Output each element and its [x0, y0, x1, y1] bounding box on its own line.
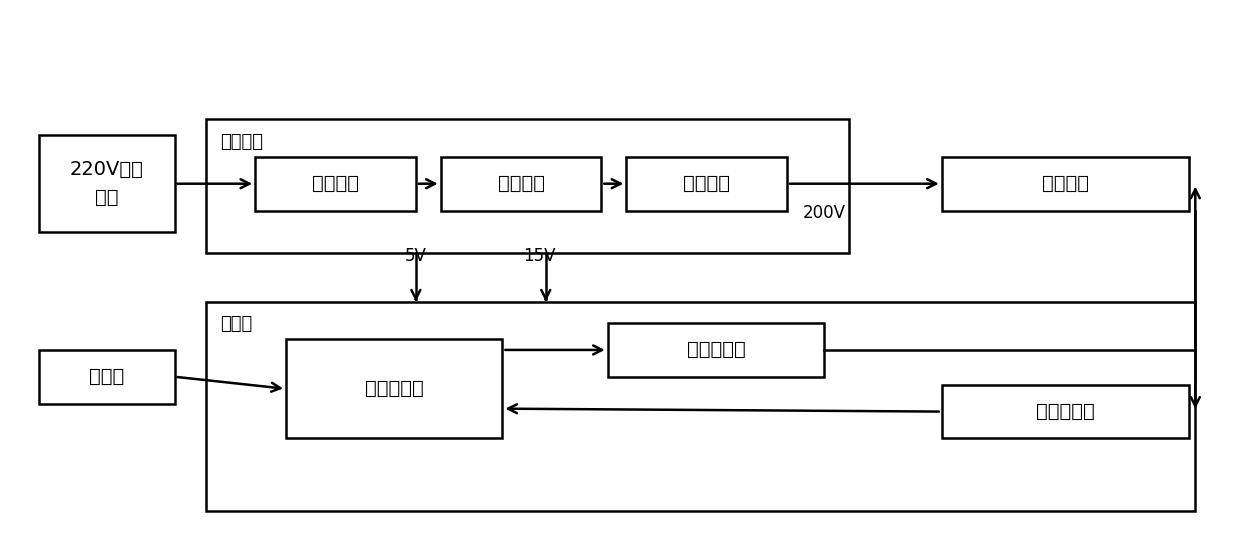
Bar: [206, 302, 1195, 511]
Text: 整流电路: 整流电路: [312, 174, 358, 193]
Text: 5V: 5V: [405, 247, 427, 265]
Text: 稳压电路: 稳压电路: [683, 174, 730, 193]
Text: 供电组件: 供电组件: [221, 133, 263, 151]
Text: 模数转换器: 模数转换器: [1037, 402, 1095, 421]
Text: 控制板: 控制板: [221, 315, 253, 333]
Bar: [38, 350, 175, 404]
Text: 15V: 15V: [523, 247, 556, 265]
Text: 放大电路: 放大电路: [1042, 174, 1089, 193]
Text: 200V: 200V: [804, 204, 846, 222]
Text: 数模转换器: 数模转换器: [687, 341, 745, 360]
Bar: [38, 135, 175, 232]
Bar: [941, 385, 1189, 438]
Bar: [440, 157, 601, 211]
Bar: [941, 157, 1189, 211]
Bar: [286, 339, 502, 438]
Text: 滤波电路: 滤波电路: [497, 174, 544, 193]
Bar: [626, 157, 787, 211]
Bar: [608, 323, 825, 377]
Text: 中央处理器: 中央处理器: [365, 379, 424, 398]
Text: 220V交流
电源: 220V交流 电源: [69, 160, 144, 207]
Bar: [206, 119, 849, 253]
Bar: [255, 157, 415, 211]
Text: 上位机: 上位机: [89, 367, 124, 386]
